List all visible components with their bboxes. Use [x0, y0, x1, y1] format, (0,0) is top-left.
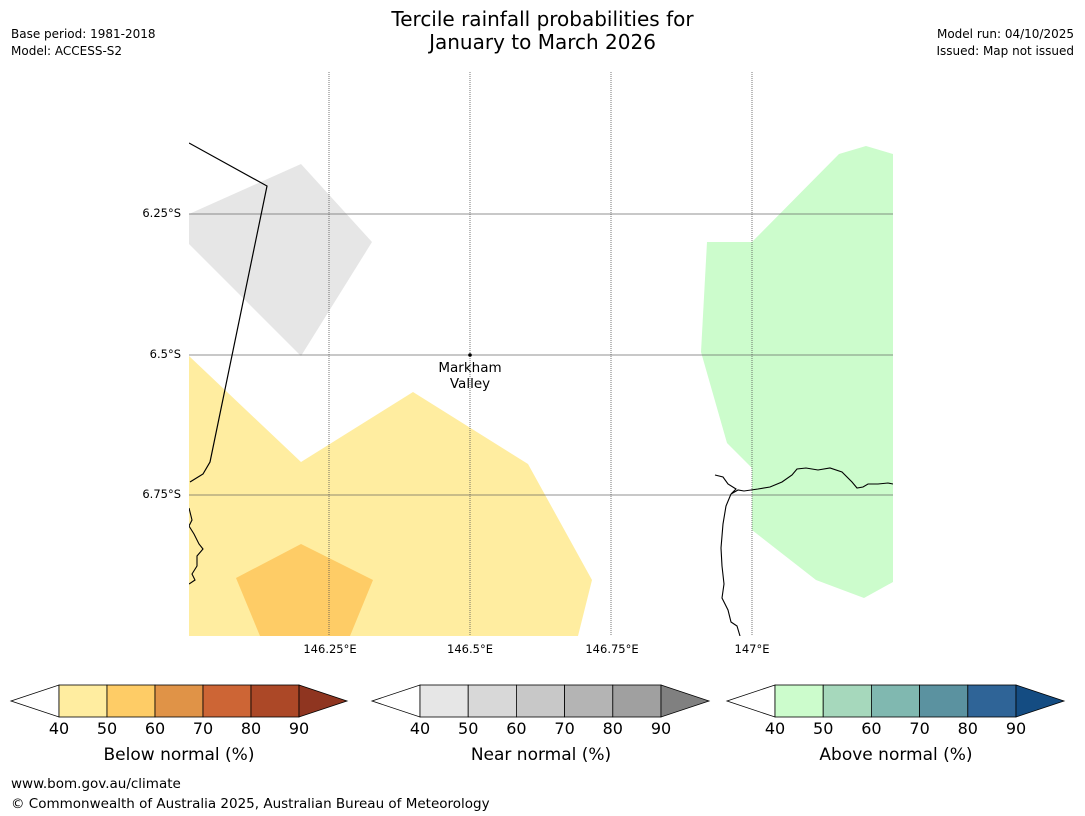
legend-below-cell-50	[106, 684, 156, 718]
legend-above-cell-80	[967, 684, 1017, 718]
legend-below-tick-70: 70	[192, 719, 214, 738]
coastline-right	[714, 467, 893, 495]
longitude-label-146-5: 146.5°E	[447, 642, 493, 656]
legend-below-cell-70	[202, 684, 252, 718]
place-label-markham-valley: Markham Valley	[438, 360, 501, 392]
latitude-label-6-25: 6.25°S	[142, 206, 181, 220]
legend-above-tick-80: 80	[957, 719, 978, 738]
legend-near-cell-50	[467, 684, 517, 718]
legend-above-high-extension	[1015, 684, 1066, 718]
legend-below-low-extension	[9, 684, 60, 718]
legend-near-tick-70: 70	[554, 719, 575, 738]
longitude-gridlines	[328, 72, 753, 636]
model-name: Model: ACCESS-S2	[11, 44, 123, 58]
place-label-line-2: Valley	[449, 376, 491, 392]
legend-above-tick-90: 90	[1005, 719, 1027, 738]
legend-above-tick-60: 60	[861, 719, 882, 738]
latitude-label-6-75: 6.75°S	[142, 487, 181, 501]
place-marker	[468, 353, 472, 357]
legend-above-cell-60	[871, 684, 921, 718]
map-title-line-1: Tercile rainfall probabilities for	[391, 7, 694, 31]
longitude-label-146-25: 146.25°E	[303, 642, 357, 656]
legend-near-colorbar	[370, 684, 711, 718]
legend-below-tick-90: 90	[288, 719, 310, 738]
legend-below-cell-60	[154, 684, 204, 718]
legend-above-low-extension	[725, 684, 776, 718]
coastline-left	[189, 507, 204, 585]
legend-above-tick-50: 50	[813, 719, 834, 738]
legend-near-cell-60	[516, 684, 566, 718]
legend-near-high-extension	[660, 684, 711, 718]
legend-below-tick-50: 50	[96, 719, 118, 738]
legend-below-cell-40	[58, 684, 108, 718]
legend-near-title: Near normal (%)	[470, 745, 612, 765]
meta-right: Model run: 04/10/2025 Issued: Map not is…	[936, 26, 1074, 60]
footer-copyright: © Commonwealth of Australia 2025, Austra…	[11, 796, 490, 812]
legend-below-tick-40: 40	[48, 719, 70, 738]
legend-near-cell-40	[419, 684, 469, 718]
legend-above-cell-50	[822, 684, 872, 718]
below-normal-region-50	[236, 544, 373, 636]
map-title: Tercile rainfall probabilities for Janua…	[0, 8, 1085, 54]
legend-below-tick-80: 80	[240, 719, 262, 738]
legend-near-tick-40: 40	[409, 719, 431, 738]
legend-near-tick-90: 90	[650, 719, 672, 738]
model-run: Model run: 04/10/2025	[936, 27, 1074, 41]
legend-near-cell-80	[612, 684, 662, 718]
place-label-line-1: Markham	[438, 360, 502, 376]
legend-above-tick-40: 40	[764, 719, 786, 738]
latitude-gridlines	[189, 213, 893, 496]
legend-above-colorbar	[725, 684, 1066, 718]
above-normal-region	[701, 146, 893, 598]
legend-above-tick-70: 70	[909, 719, 930, 738]
legend-above-title: Above normal (%)	[819, 745, 973, 765]
near-normal-region	[189, 164, 372, 356]
coastline-river	[720, 493, 741, 636]
issued-status: Issued: Map not issued	[936, 44, 1074, 58]
legend-above-cell-70	[919, 684, 969, 718]
legend-below-tick-60: 60	[144, 719, 166, 738]
legend-below-cell-80	[250, 684, 300, 718]
legend-near-tick-60: 60	[506, 719, 527, 738]
legend-near-cell-70	[564, 684, 614, 718]
legend-near-tick-50: 50	[458, 719, 479, 738]
longitude-label-146-75: 146.75°E	[585, 642, 639, 656]
meta-left: Base period: 1981-2018 Model: ACCESS-S2	[11, 26, 156, 60]
legend-near-low-extension	[370, 684, 421, 718]
footer-url[interactable]: www.bom.gov.au/climate	[11, 776, 181, 792]
legend-below-colorbar	[9, 684, 349, 718]
longitude-label-147: 147°E	[734, 642, 770, 656]
legend-above-cell-40	[774, 684, 824, 718]
legend-below-high-extension	[298, 684, 349, 718]
latitude-label-6-5: 6.5°S	[149, 347, 181, 361]
map-title-line-2: January to March 2026	[429, 30, 656, 54]
legend-near-tick-80: 80	[602, 719, 623, 738]
base-period: Base period: 1981-2018	[11, 27, 156, 41]
border-line	[189, 142, 268, 483]
legend-below-title: Below normal (%)	[103, 745, 255, 765]
